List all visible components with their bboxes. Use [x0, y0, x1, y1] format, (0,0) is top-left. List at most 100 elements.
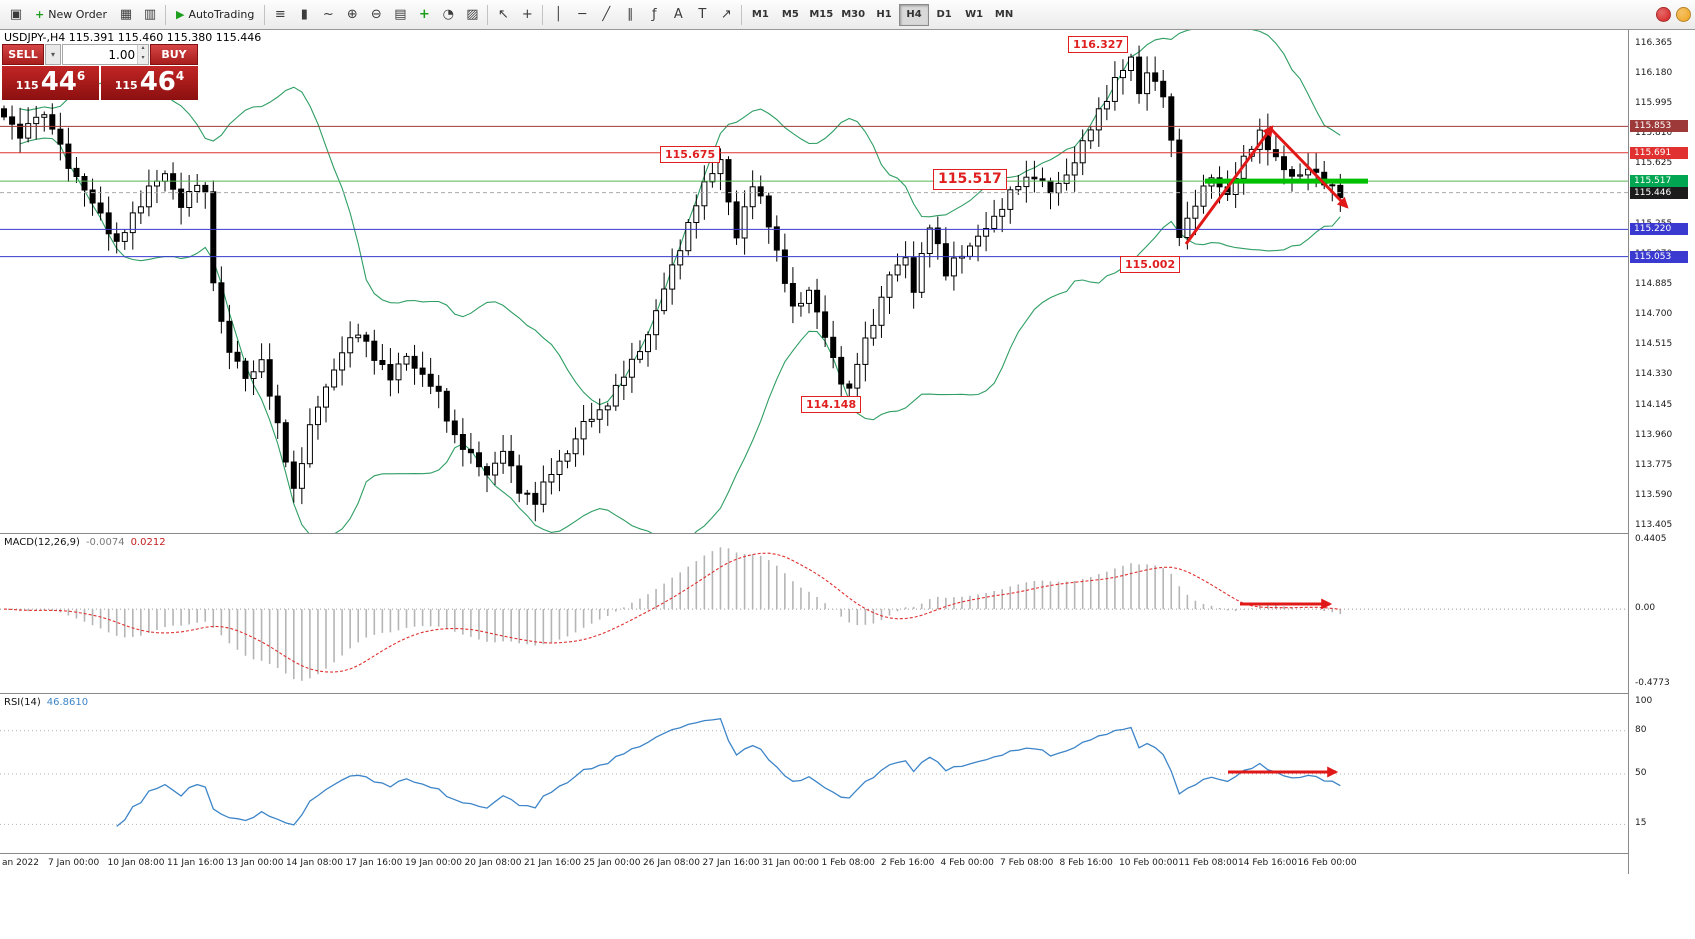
trend-arrow-down[interactable] [1269, 127, 1349, 209]
timeframe-m5[interactable]: M5 [781, 9, 799, 20]
new-order-button[interactable]: + New Order [28, 3, 114, 27]
timeframe-h1[interactable]: H1 [876, 9, 892, 20]
time-axis-label: 13 Jan 00:00 [226, 858, 284, 868]
main-chart-panel[interactable]: USDJPY-,H4 115.391 115.460 115.380 115.4… [0, 30, 1628, 533]
timeframe-d1[interactable]: D1 [936, 9, 952, 20]
crosshair-icon[interactable]: + [515, 3, 539, 27]
price-tick-label: 113.405 [1635, 520, 1673, 530]
navigator-icon-glyph: ▥ [143, 7, 157, 22]
trend-arrow-up[interactable] [1184, 125, 1274, 245]
price-annotation[interactable]: 115.675 [660, 146, 721, 163]
time-axis-label: 11 Feb 08:00 [1178, 858, 1238, 868]
time-axis-label: 26 Jan 08:00 [643, 858, 700, 868]
volume-input[interactable] [63, 45, 138, 64]
order-type-dropdown[interactable]: ▾ [45, 44, 61, 65]
price-tick-label: 114.330 [1635, 369, 1673, 379]
sell-button[interactable]: SELL [2, 44, 44, 65]
timeframe-m30[interactable]: M30 [841, 9, 866, 20]
time-axis-label: 20 Jan 08:00 [464, 858, 522, 868]
toolbar-separator [164, 4, 166, 25]
timeframe-h4[interactable]: H4 [899, 3, 930, 26]
time-axis[interactable]: an 2022 7 Jan 00:00 10 Jan 08:00 11 Jan 16:… [0, 853, 1628, 876]
price-annotation[interactable]: 116.327 [1068, 36, 1129, 53]
macd-scale-label: 0.00 [1635, 603, 1656, 613]
price-badge: 115.053 [1630, 251, 1688, 263]
sell-price-display[interactable]: 115 44 6 [2, 66, 99, 100]
text-icon[interactable]: A [666, 3, 690, 27]
buy-price-prefix: 115 [114, 79, 138, 92]
price-annotation[interactable]: 115.002 [1120, 256, 1181, 273]
trendline-icon[interactable]: ╱ [594, 3, 618, 27]
autotrading-button[interactable]: ▶ AutoTrading [169, 3, 261, 27]
macd-main-value: -0.0074 [85, 537, 125, 548]
price-annotation[interactable]: 115.517 [933, 169, 1007, 190]
fibonacci-icon[interactable]: ƒ [642, 3, 666, 27]
trendline-icon-glyph: ╱ [602, 7, 611, 22]
macd-canvas[interactable] [0, 534, 1628, 694]
timeframe-m1[interactable]: M1 [751, 9, 769, 20]
macd-header: MACD(12,26,9) -0.0074 0.0212 [4, 537, 166, 548]
time-axis-label: an 2022 [2, 858, 39, 868]
sell-price-sup: 6 [76, 69, 86, 83]
vertical-line-icon[interactable]: │ [546, 3, 570, 27]
main-chart-canvas[interactable] [0, 30, 1628, 533]
candlestick-chart-icon[interactable]: ▮ [292, 3, 316, 27]
rsi-value: 46.8610 [46, 697, 89, 708]
rsi-scale-label: 80 [1635, 725, 1647, 735]
dropdown-arrow-icon: ▾ [50, 50, 55, 59]
price-tick-label: 116.180 [1635, 68, 1673, 78]
macd-signal-line [3, 552, 1341, 673]
sell-price-big: 44 [40, 67, 77, 97]
rsi-scale-label: 100 [1635, 696, 1653, 706]
bar-chart-icon[interactable]: ≡ [268, 3, 292, 27]
volume-up-icon[interactable]: ▴ [138, 45, 148, 55]
rsi-header: RSI(14) 46.8610 [4, 697, 88, 708]
time-axis-label: 11 Jan 16:00 [167, 858, 224, 868]
channel-icon[interactable]: ∥ [618, 3, 642, 27]
arrows-icon[interactable]: ↗ [714, 3, 738, 27]
price-axis[interactable]: 116.365 116.180 115.995 115.810 115.625 115.4… [1628, 30, 1695, 874]
macd-panel[interactable]: MACD(12,26,9) -0.0074 0.0212 [0, 533, 1628, 694]
label-icon[interactable]: T [690, 3, 714, 27]
line-chart-icon[interactable]: ~ [316, 3, 340, 27]
time-axis-label: 27 Jan 16:00 [702, 858, 760, 868]
volume-down-icon[interactable]: ▾ [138, 54, 148, 64]
price-tick-label: 115.625 [1635, 158, 1673, 168]
periods-icon-glyph: ◔ [442, 7, 455, 22]
templates-icon[interactable]: ▨ [460, 3, 484, 27]
rsi-canvas[interactable] [0, 694, 1628, 854]
horizontal-line-icon-glyph: ─ [578, 7, 587, 22]
navigator-icon[interactable]: ▥ [138, 3, 162, 27]
clipboard-icon[interactable]: ▣ [4, 3, 28, 27]
symbol-info: USDJPY-,H4 115.391 115.460 115.380 115.4… [4, 31, 262, 44]
zoom-in-icon[interactable]: ⊕ [340, 3, 364, 27]
indicators-add-icon[interactable]: + [412, 3, 436, 27]
arrows-icon-glyph: ↗ [720, 7, 732, 22]
cursor-icon[interactable]: ↖ [491, 3, 515, 27]
zoom-out-icon[interactable]: ⊖ [364, 3, 388, 27]
timeframe-m15[interactable]: M15 [809, 9, 834, 20]
tile-windows-icon[interactable]: ▤ [388, 3, 412, 27]
rsi-scale-label: 50 [1635, 768, 1647, 778]
horizontal-lines[interactable] [0, 125, 1628, 258]
timeframe-mn[interactable]: MN [994, 9, 1014, 20]
buy-price-sup: 4 [175, 69, 185, 83]
horizontal-line-icon[interactable]: ─ [570, 3, 594, 27]
buy-price-big: 46 [139, 67, 176, 97]
price-tick-label: 114.515 [1635, 339, 1673, 349]
rsi-scale-label: 15 [1635, 818, 1647, 828]
crosshair-icon-glyph: + [521, 7, 533, 22]
zoom-in-icon-glyph: ⊕ [346, 7, 358, 22]
price-tick-label: 114.700 [1635, 309, 1673, 319]
price-tick-label: 114.145 [1635, 400, 1673, 410]
buy-price-display[interactable]: 115 46 4 [101, 66, 198, 100]
timeframe-w1[interactable]: W1 [965, 9, 984, 20]
chart-window-icon[interactable]: ▦ [114, 3, 138, 27]
periods-icon[interactable]: ◔ [436, 3, 460, 27]
price-annotation[interactable]: 114.148 [801, 396, 862, 413]
rsi-panel[interactable]: RSI(14) 46.8610 [0, 693, 1628, 854]
buy-button[interactable]: BUY [150, 44, 198, 65]
macd-title: MACD(12,26,9) [4, 537, 80, 548]
toolbar-separator [542, 4, 544, 25]
time-axis-label: 31 Jan 00:00 [762, 858, 819, 868]
